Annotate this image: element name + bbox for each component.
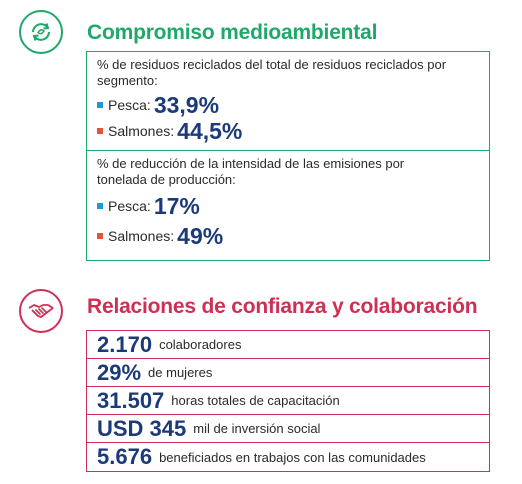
stat-value: 29%	[97, 359, 142, 385]
section-title-environment: Compromiso medioambiental	[87, 21, 378, 44]
relations-stats-table: 2.170 colaboradores 29% de mujeres 31.50…	[86, 330, 490, 472]
stat-row: 2.170 colaboradores	[87, 331, 489, 359]
stat-row: USD 345 mil de inversión social	[87, 415, 489, 443]
pesca-bullet	[97, 203, 103, 209]
emissions-reduction-block: % de reducción de la intensidad de las e…	[86, 150, 490, 261]
segment-value: 44,5%	[177, 117, 243, 144]
stat-value: 2.170	[97, 331, 153, 357]
stat-label: mil de inversión social	[193, 421, 321, 436]
stat-row: 31.507 horas totales de capacitación	[87, 387, 489, 415]
stat-row: 29% de mujeres	[87, 359, 489, 387]
pesca-bullet	[97, 102, 103, 108]
section-title-relations: Relaciones de confianza y colaboración	[87, 295, 478, 318]
stat-value: 31.507	[97, 387, 165, 413]
stat-value: USD 345	[97, 415, 187, 441]
segment-label: Salmones:	[108, 123, 175, 139]
metric-row-pesca: Pesca: 33,9%	[97, 89, 489, 121]
waste-recycling-block: % de residuos reciclados del total de re…	[86, 51, 490, 151]
stat-label: beneficiados en trabajos con las comunid…	[159, 449, 426, 465]
stat-row: 5.676 beneficiados en trabajos con las c…	[87, 443, 489, 471]
segment-label: Pesca:	[108, 97, 151, 113]
stat-value: 5.676	[97, 444, 153, 469]
salmones-bullet	[97, 128, 103, 134]
metric-row-salmones: Salmones: 49%	[97, 220, 489, 252]
metric-row-salmones: Salmones: 44,5%	[97, 115, 489, 147]
metric-row-pesca: Pesca: 17%	[97, 190, 489, 222]
salmones-bullet	[97, 233, 103, 239]
stat-label: colaboradores	[159, 337, 242, 352]
segment-value: 17%	[153, 192, 200, 219]
segment-value: 49%	[177, 222, 224, 249]
segment-value: 33,9%	[153, 91, 220, 118]
metric-label: % de reducción de la intensidad de las e…	[97, 156, 405, 187]
stat-label: horas totales de capacitación	[171, 393, 340, 408]
stat-label: de mujeres	[148, 365, 213, 380]
metric-label: % de residuos reciclados del total de re…	[97, 57, 447, 88]
handshake-icon	[19, 289, 63, 333]
segment-label: Salmones:	[108, 228, 175, 244]
recycle-icon	[19, 10, 63, 54]
segment-label: Pesca:	[108, 198, 151, 214]
